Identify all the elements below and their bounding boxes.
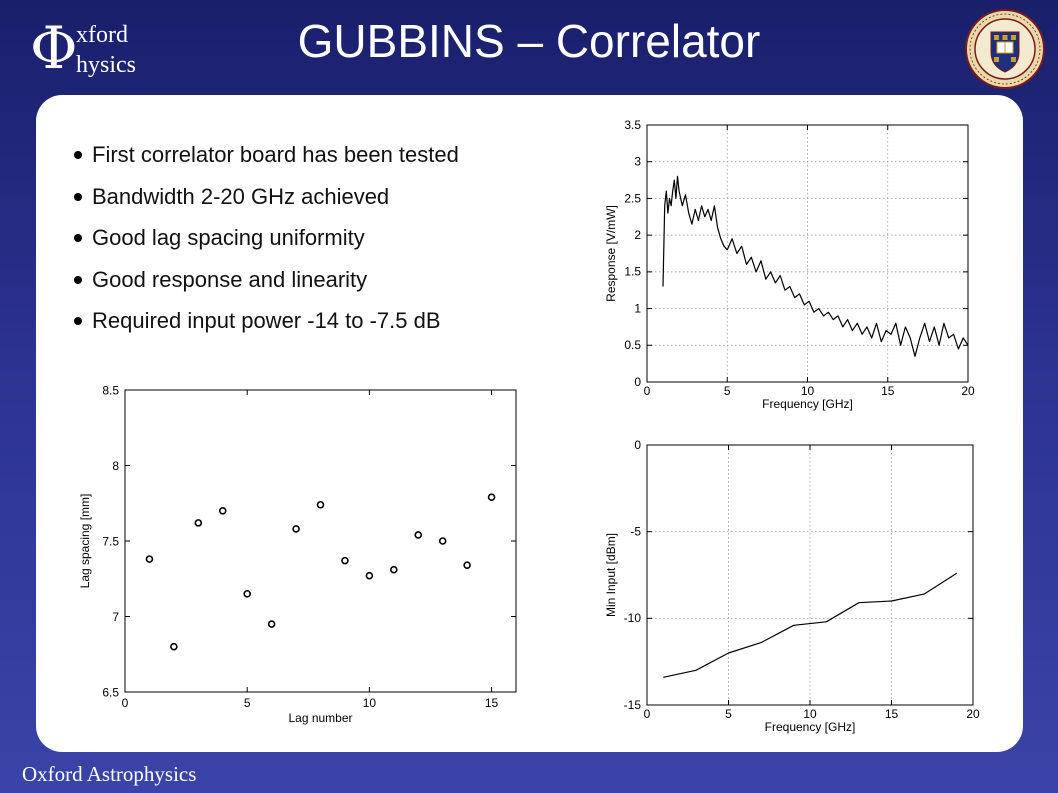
data-point — [487, 493, 496, 502]
y-tick-label: 0.5 — [624, 338, 641, 352]
y-axis-label: Response [V/mW] — [604, 205, 618, 302]
data-point — [316, 500, 325, 509]
bullet-item: First correlator board has been tested — [74, 134, 459, 176]
data-point — [170, 642, 178, 651]
bullet-text: First correlator board has been tested — [92, 142, 459, 167]
footer-text: Oxford Astrophysics — [22, 762, 197, 786]
y-tick-label: 6.5 — [102, 686, 119, 700]
x-axis-label: Lag number — [288, 711, 352, 725]
x-tick-label: 0 — [122, 696, 129, 710]
y-tick-label: 2 — [634, 228, 641, 242]
x-tick-label: 5 — [244, 696, 251, 710]
x-tick-label: 5 — [725, 707, 732, 721]
logo-line-2: hysics — [76, 52, 136, 78]
content-panel — [36, 95, 1023, 752]
x-tick-label: 5 — [724, 384, 731, 398]
x-axis-label: Frequency [GHz] — [762, 397, 853, 411]
x-tick-label: 20 — [961, 384, 975, 398]
x-axis-label: Frequency [GHz] — [765, 720, 856, 734]
x-tick-label: 15 — [885, 707, 899, 721]
bullet-text: Good lag spacing uniformity — [92, 225, 365, 250]
data-point — [292, 525, 300, 533]
series-line — [662, 175, 969, 357]
x-tick-label: 15 — [485, 696, 499, 710]
lag-spacing-scatter-chart: 0 5 10 15 6.5 7 7.5 8 8.5 Lag number Lag spacing [… — [78, 384, 517, 725]
oxford-physics-logo: Φ xford hysics — [22, 8, 172, 88]
response-vs-frequency-chart: 0 5 10 15 20 0 0.5 1 1.5 2 2.5 3 3.5 Frequency [GHz] R… — [604, 118, 975, 411]
logo-line-1: xford — [76, 22, 128, 48]
y-tick-label: 1.5 — [624, 265, 641, 279]
y-tick-label: 1 — [634, 301, 641, 315]
y-tick-label: 0 — [634, 438, 641, 452]
y-tick-label: 7.5 — [102, 535, 119, 549]
bullet-text: Good response and linearity — [92, 266, 368, 292]
y-tick-label: -10 — [624, 611, 642, 625]
x-tick-label: 20 — [966, 707, 980, 721]
data-point — [341, 556, 349, 565]
y-tick-label: -15 — [624, 698, 642, 712]
bullet-item: Good lag spacing uniformity — [74, 217, 459, 259]
bullet-dot-icon — [74, 317, 82, 325]
y-tick-label: 0 — [634, 375, 641, 389]
x-tick-label: 10 — [801, 384, 815, 398]
x-tick-label: 15 — [881, 384, 895, 398]
data-point — [243, 590, 251, 598]
min-input-vs-frequency-chart: 0 5 10 15 20 -15 -10 -5 0 Frequency [GHz] Min Inpu… — [604, 438, 980, 734]
bullet-item: Good response and linearity — [74, 259, 459, 301]
bullet-dot-icon — [74, 151, 82, 159]
bullet-item: Required input power -14 to -7.5 dB — [74, 300, 459, 342]
data-point — [463, 561, 471, 569]
bullet-item: Bandwidth 2-20 GHz achieved — [74, 176, 459, 218]
data-point — [267, 620, 276, 628]
bullet-text: Required input power -14 to -7.5 dB — [92, 308, 441, 333]
y-axis-label: Lag spacing [mm] — [78, 494, 92, 589]
bullet-text: Bandwidth 2-20 GHz achieved — [92, 183, 390, 209]
phi-logo-icon: Φ — [30, 14, 78, 82]
data-point — [414, 531, 423, 539]
university-seal-icon — [965, 9, 1045, 89]
data-point — [194, 519, 203, 527]
bullet-dot-icon — [74, 234, 82, 242]
y-tick-label: 8.5 — [102, 384, 119, 398]
y-tick-label: -5 — [630, 525, 641, 539]
data-point — [438, 537, 447, 545]
y-tick-label: 2.5 — [624, 191, 641, 205]
y-tick-label: 3 — [634, 155, 641, 169]
bullet-list: First correlator board has been tested B… — [74, 134, 459, 342]
data-point — [145, 555, 154, 563]
y-tick-label: 7 — [112, 610, 119, 624]
bullet-dot-icon — [74, 275, 82, 284]
x-tick-label: 10 — [363, 696, 377, 710]
x-tick-label: 0 — [644, 384, 651, 398]
bullet-dot-icon — [74, 192, 82, 201]
plot-frame — [124, 389, 517, 693]
x-tick-label: 10 — [803, 707, 817, 721]
y-tick-label: 3.5 — [624, 118, 641, 132]
y-tick-label: 8 — [112, 459, 119, 473]
data-point — [390, 565, 398, 574]
slide-title: GUBBINS – Correlator — [297, 15, 761, 67]
y-axis-label: Min Input [dBm] — [604, 533, 618, 617]
series-line — [663, 572, 958, 678]
data-point — [365, 571, 374, 580]
data-point — [218, 507, 227, 515]
x-tick-label: 0 — [644, 707, 651, 721]
